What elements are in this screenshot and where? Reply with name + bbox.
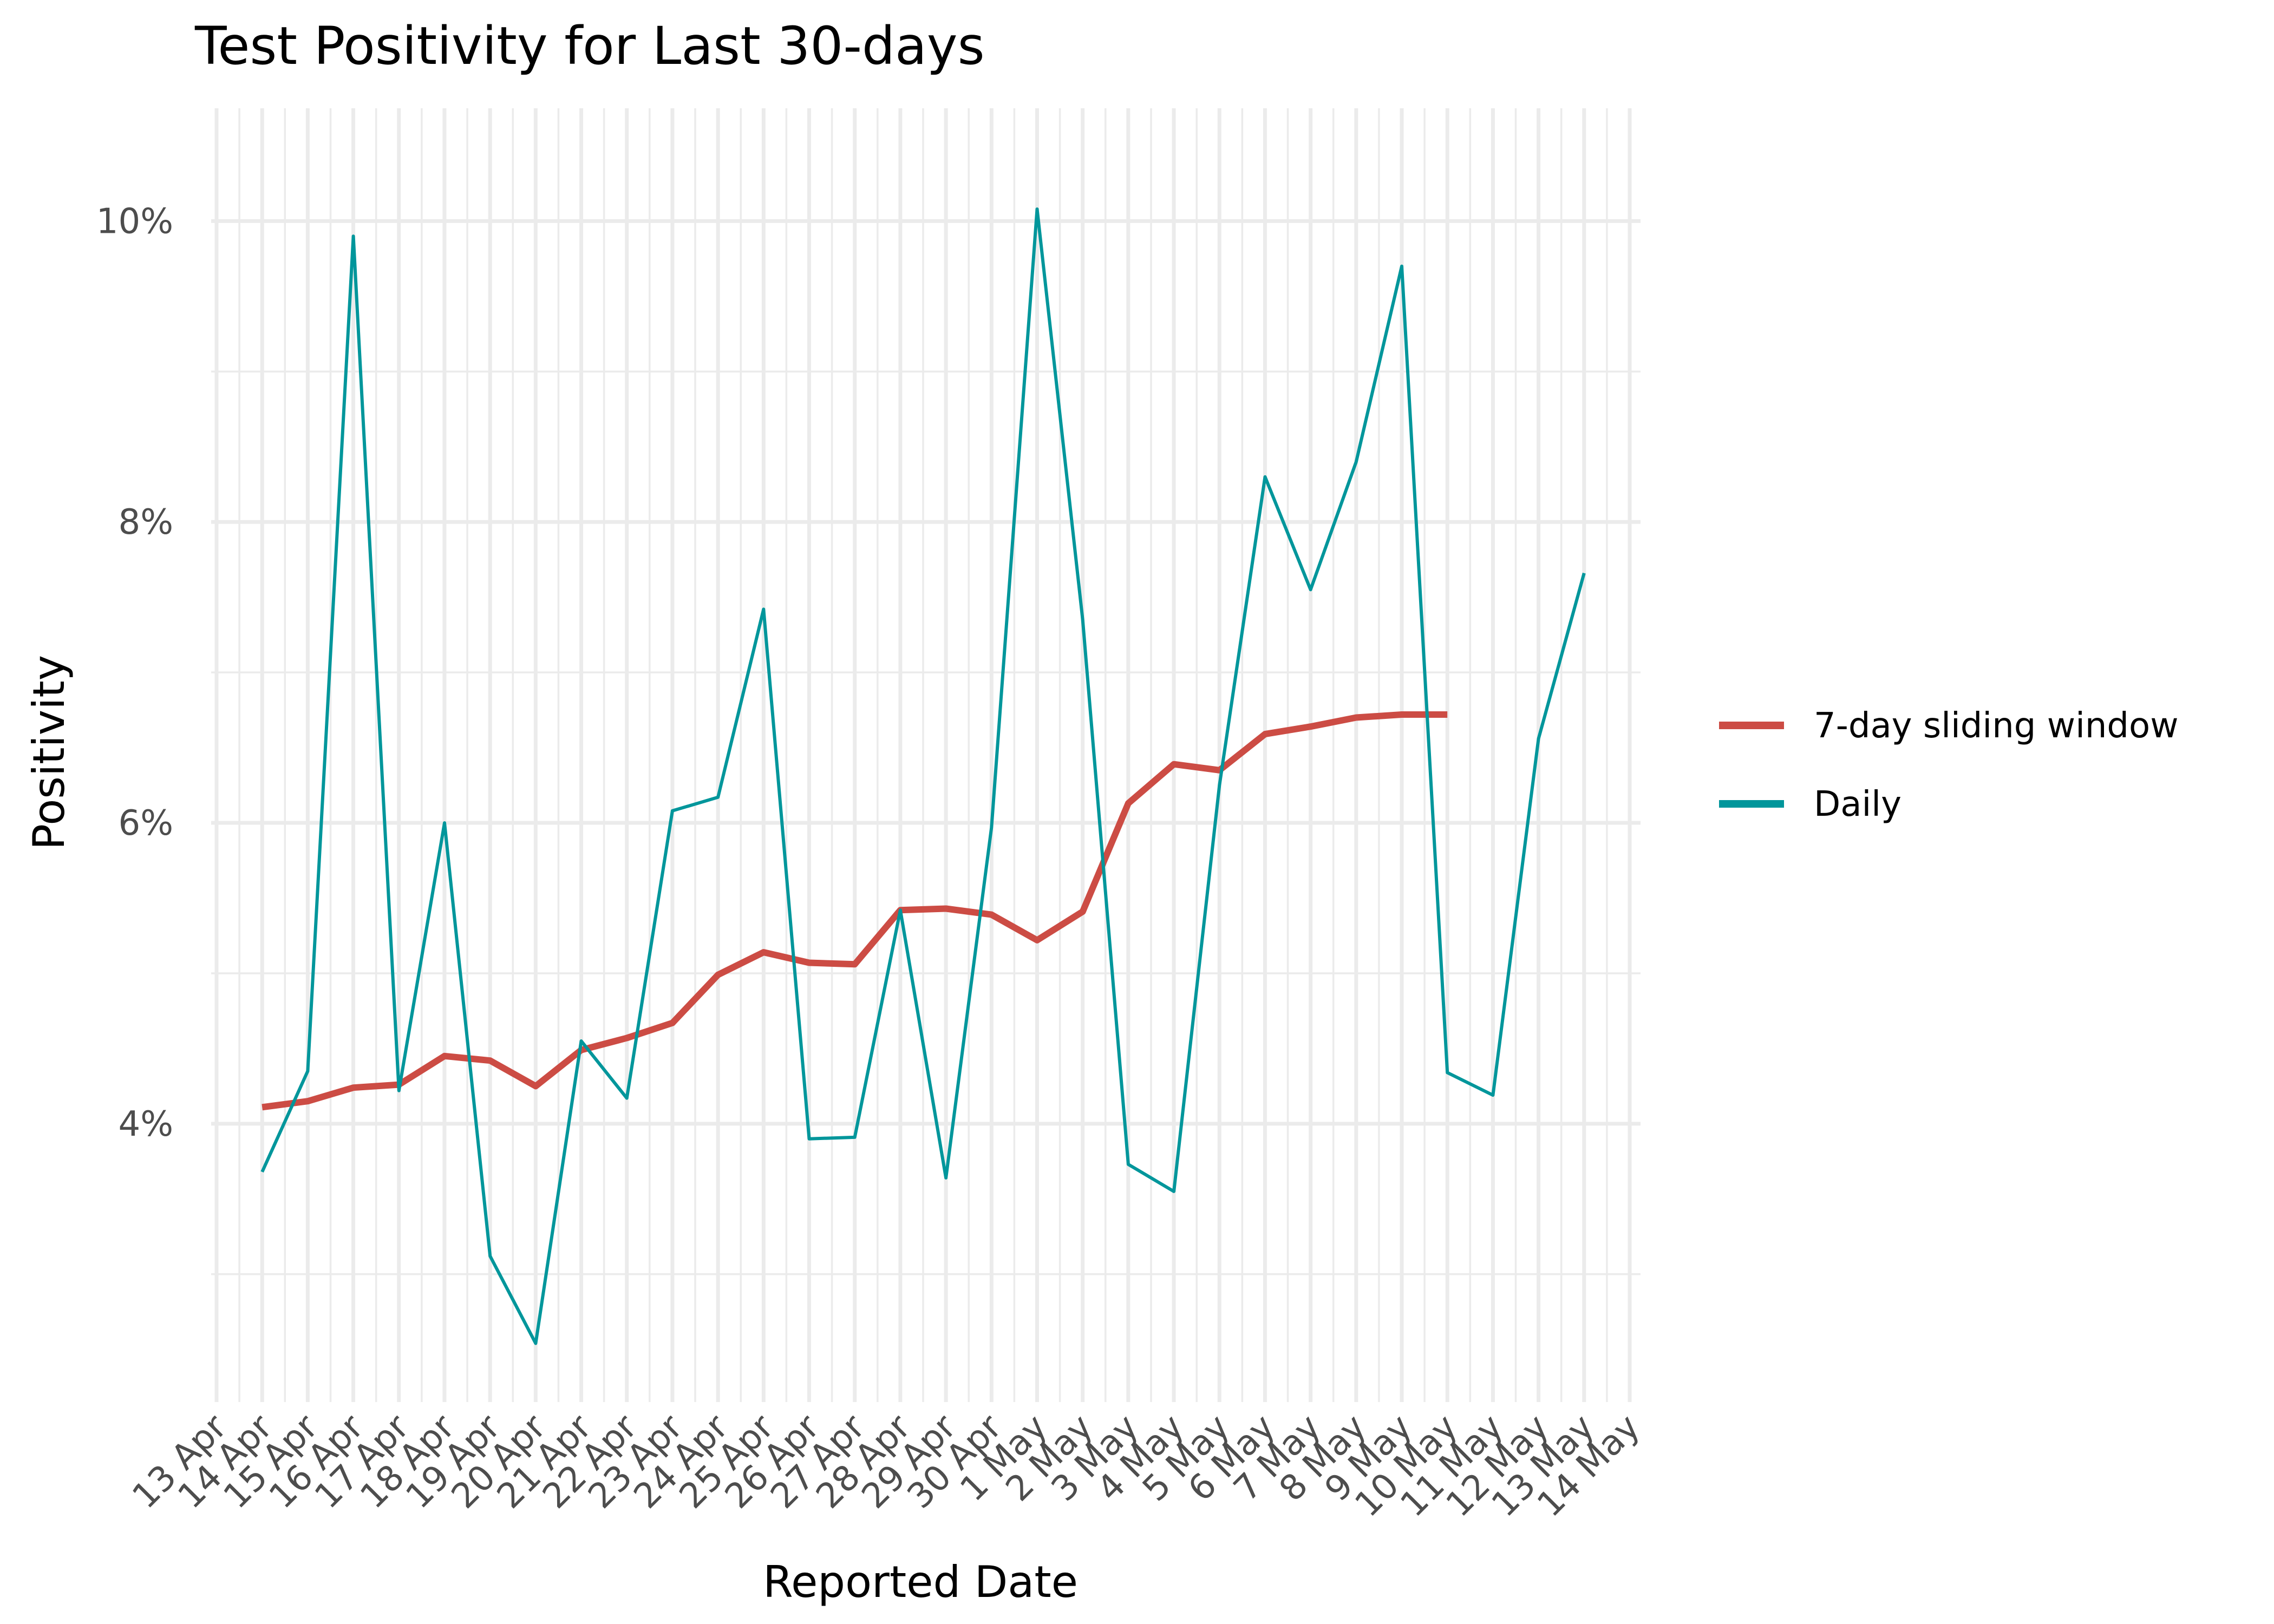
legend-label: 7-day sliding window xyxy=(1814,706,2179,746)
y-tick-label: 10% xyxy=(96,201,173,241)
legend-label: Daily xyxy=(1814,784,1901,824)
gridlines xyxy=(211,108,1641,1402)
series-line-7-day-sliding-window xyxy=(262,711,1448,1111)
chart-title: Test Positivity for Last 30-days xyxy=(194,16,985,76)
y-tick-label: 4% xyxy=(118,1104,173,1144)
series-line-daily xyxy=(260,207,1586,1345)
data-series xyxy=(260,207,1586,1345)
legend: 7-day sliding window Daily xyxy=(1719,706,2179,824)
y-axis-label: Positivity xyxy=(24,655,74,850)
x-axis-label: Reported Date xyxy=(763,1557,1078,1607)
y-tick-label: 6% xyxy=(118,803,173,843)
y-tick-label: 8% xyxy=(118,502,173,542)
y-axis-ticks: 4% 6% 8% 10% xyxy=(96,201,173,1144)
